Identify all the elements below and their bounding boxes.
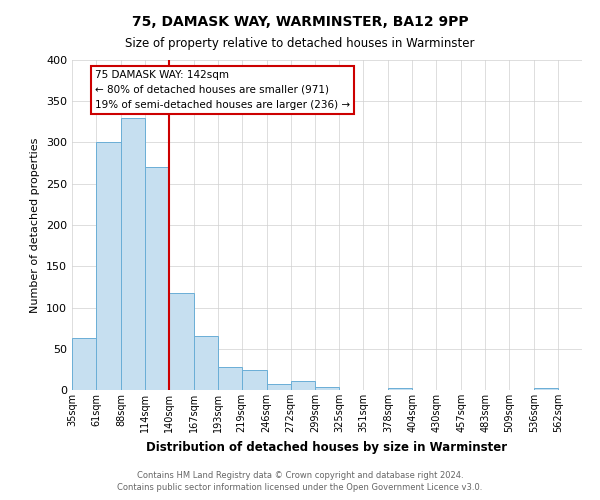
Bar	[266, 384, 290, 390]
Bar	[534, 388, 558, 390]
Bar	[242, 370, 266, 390]
Y-axis label: Number of detached properties: Number of detached properties	[31, 138, 40, 312]
Text: Size of property relative to detached houses in Warminster: Size of property relative to detached ho…	[125, 38, 475, 51]
Bar	[388, 388, 412, 390]
Bar	[218, 367, 242, 390]
Bar	[169, 292, 194, 390]
Bar	[72, 338, 96, 390]
Bar	[194, 336, 218, 390]
Text: 75 DAMASK WAY: 142sqm
← 80% of detached houses are smaller (971)
19% of semi-det: 75 DAMASK WAY: 142sqm ← 80% of detached …	[95, 70, 350, 110]
X-axis label: Distribution of detached houses by size in Warminster: Distribution of detached houses by size …	[146, 440, 508, 454]
Bar	[96, 142, 121, 390]
Text: Contains HM Land Registry data © Crown copyright and database right 2024.
Contai: Contains HM Land Registry data © Crown c…	[118, 471, 482, 492]
Bar	[316, 386, 340, 390]
Text: 75, DAMASK WAY, WARMINSTER, BA12 9PP: 75, DAMASK WAY, WARMINSTER, BA12 9PP	[131, 15, 469, 29]
Bar	[121, 118, 145, 390]
Bar	[145, 167, 169, 390]
Bar	[290, 381, 316, 390]
